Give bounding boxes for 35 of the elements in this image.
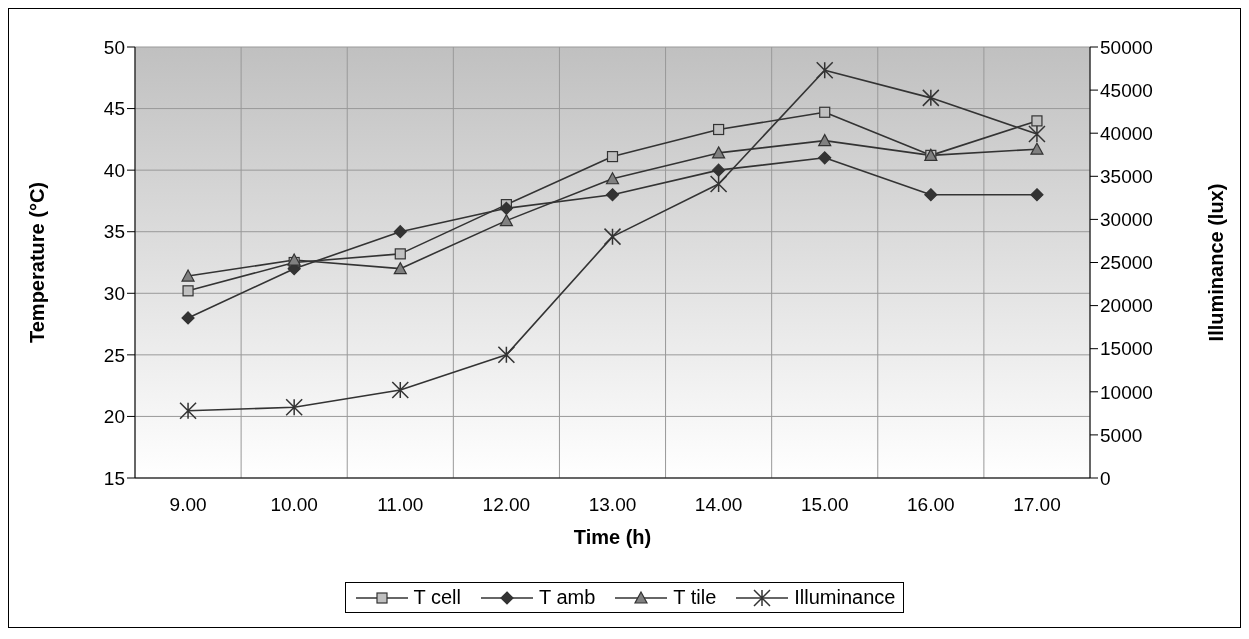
legend-label: T amb bbox=[538, 586, 596, 609]
x-tick-label: 15.00 bbox=[800, 494, 849, 516]
legend-label: T cell bbox=[413, 586, 461, 609]
y2-tick-label: 25000 bbox=[1100, 252, 1153, 274]
y-tick-label: 25 bbox=[103, 344, 125, 366]
y-tick-label: 30 bbox=[103, 283, 125, 305]
x-tick-label: 14.00 bbox=[694, 494, 743, 516]
y-axis-title: Temperature (°C) bbox=[26, 182, 49, 343]
x-tick-label: 11.00 bbox=[377, 494, 424, 516]
legend-label: T tile bbox=[673, 586, 717, 609]
y2-tick-label: 50000 bbox=[1100, 36, 1153, 58]
y2-tick-label: 35000 bbox=[1100, 166, 1153, 188]
y2-tick-label: 0 bbox=[1100, 467, 1111, 489]
y-tick-label: 35 bbox=[103, 221, 125, 243]
y-tick-label: 15 bbox=[103, 467, 125, 489]
y2-tick-label: 30000 bbox=[1100, 209, 1153, 231]
x-tick-label: 13.00 bbox=[588, 494, 637, 516]
legend-label: Illuminance bbox=[794, 586, 896, 609]
y-tick-label: 50 bbox=[103, 36, 125, 58]
x-tick-label: 16.00 bbox=[907, 494, 955, 516]
y2-tick-label: 45000 bbox=[1100, 79, 1153, 101]
x-tick-label: 17.00 bbox=[1013, 494, 1061, 516]
y2-axis-title: Illuminance (lux) bbox=[1205, 183, 1228, 342]
y-tick-label: 20 bbox=[103, 406, 125, 428]
y-tick-label: 45 bbox=[103, 98, 125, 120]
y2-tick-label: 20000 bbox=[1100, 295, 1153, 317]
x-tick-label: 12.00 bbox=[482, 494, 531, 516]
x-tick-label: 9.00 bbox=[169, 494, 207, 516]
x-axis-title: Time (h) bbox=[573, 526, 652, 548]
y2-tick-label: 40000 bbox=[1100, 122, 1153, 144]
y2-tick-label: 5000 bbox=[1100, 424, 1143, 446]
y-tick-label: 40 bbox=[103, 159, 125, 181]
y2-tick-label: 10000 bbox=[1100, 381, 1153, 403]
x-tick-label: 10.00 bbox=[270, 494, 318, 516]
y2-tick-label: 15000 bbox=[1100, 338, 1153, 360]
